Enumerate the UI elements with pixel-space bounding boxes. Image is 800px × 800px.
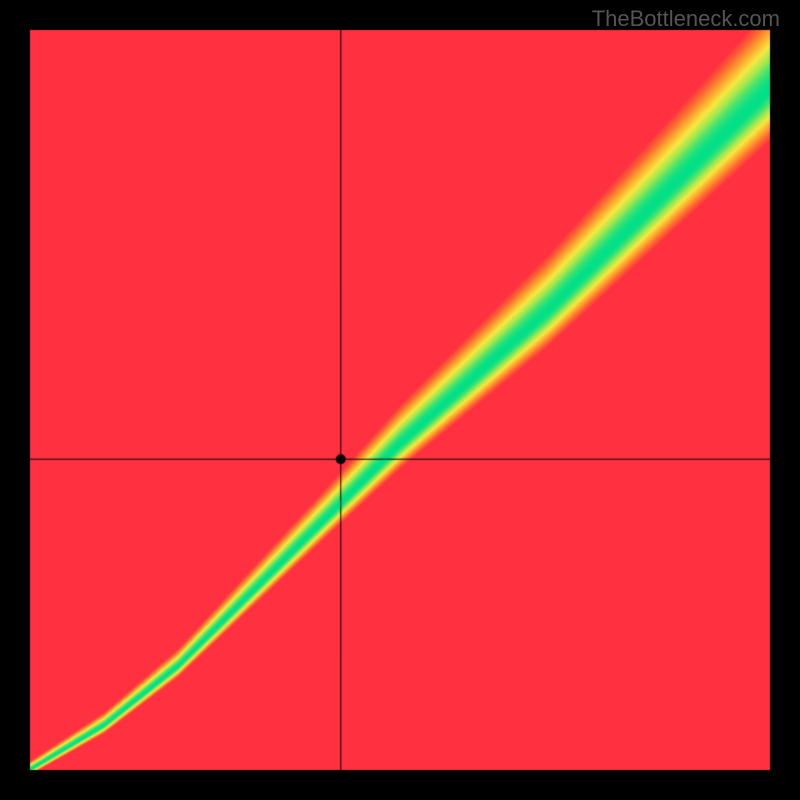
heatmap-canvas: [0, 0, 800, 800]
bottleneck-heatmap: [0, 0, 800, 800]
watermark-text: TheBottleneck.com: [592, 6, 780, 32]
